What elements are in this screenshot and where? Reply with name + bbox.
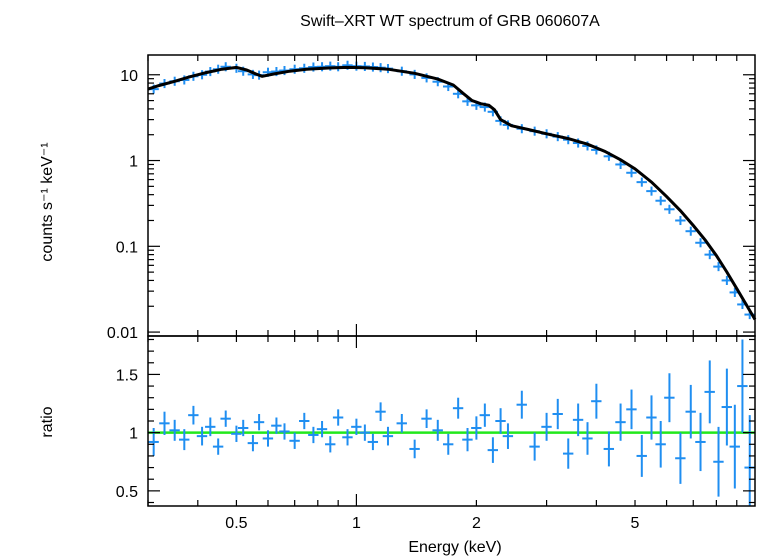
ratio-data-point [636,434,647,477]
x-tick-label: 0.5 [225,515,247,532]
ratio-data-point [220,410,231,427]
ratio-data-point [664,373,675,423]
ratio-data-point [462,427,473,452]
ratio-data-point [237,419,249,437]
ratio-data-point [572,403,584,437]
ratio-data-point [529,432,540,461]
ratio-data-point [695,412,706,472]
spectrum-data-point [626,168,637,178]
x-axis-label: Energy (keV) [408,539,501,556]
spectrum-data-point [685,226,696,236]
ratio-data-point [421,409,432,428]
ratio-data-point [351,418,362,435]
spectrum-panel: 10 1 0.1 0.01 [107,54,757,342]
ratio-data-point [299,412,310,430]
ratio-data-point [212,438,224,455]
ratio-data-point [626,389,637,430]
ratio-data-point [603,431,615,467]
ratio-data-point [729,404,740,489]
spectrum-data-point [695,238,706,248]
spectrum-y-tick-label: 0.01 [107,325,138,342]
ratio-data-point [342,429,353,446]
ratio-data-point [615,403,626,441]
ratio-data-point [541,412,552,441]
ratio-data-point [271,417,282,434]
ratio-data-point [562,438,574,469]
ratio-y-tick-label: 1 [129,426,138,443]
ratio-data-point [744,415,755,506]
ratio-data-point [231,425,242,442]
spectrum-data-point [675,215,686,226]
x-tick-label: 1 [352,515,361,532]
ratio-data-point [316,421,328,438]
model-curve [147,65,757,321]
ratio-data-point [452,397,464,419]
ratio-data-point [685,384,696,439]
ratio-data-point [495,408,506,434]
ratio-data-point [713,426,724,497]
ratio-data-point [159,411,170,435]
ratio-data-point [582,422,593,455]
spectrum-y-axis-label: counts s⁻¹ keV⁻¹ [39,142,56,261]
ratio-data-point [471,416,482,440]
spectrum-y-tick-label: 10 [120,68,138,85]
x-tick-label: 5 [631,515,640,532]
ratio-data-point [289,432,300,449]
ratio-panel: 0.5 1 2 5 0.5 1 1.5 [116,335,756,532]
ratio-data-point [646,395,657,440]
ratio-data-point [409,439,420,459]
ratio-data-point [332,409,344,426]
ratio-data-point [552,398,563,430]
ratio-data-point [262,430,274,447]
ratio-data-point [442,433,454,455]
spectrum-data-point [636,177,647,187]
spectrum-y-tick-label: 1 [129,154,138,171]
ratio-data-point [737,339,748,433]
ratio-data-point [502,423,514,449]
ratio-data-point [655,421,666,468]
ratio-data-point [308,426,319,444]
ratio-data-point [196,426,208,446]
ratio-data-point [432,419,443,441]
ratio-data-point [382,426,394,446]
spectrum-data-point [655,196,666,206]
ratio-y-axis-label: ratio [39,406,56,437]
ratio-data-point [359,424,370,441]
ratio-data-point [205,417,216,437]
ratio-data-point [375,402,386,421]
ratio-data-point [367,433,379,451]
ratio-data-point [487,437,499,463]
ratio-data-point [516,390,527,419]
ratio-plot-frame [147,335,756,507]
x-tick-label: 2 [472,515,481,532]
ratio-y-tick-label: 0.5 [116,484,138,501]
ratio-data-point [188,405,199,425]
ratio-data-point [479,403,490,427]
ratio-data-point [169,419,180,441]
ratio-data-point [591,383,602,419]
spectrum-y-tick-label: 0.1 [116,239,138,256]
ratio-data-point [396,414,407,433]
ratio-data-point [325,436,336,453]
chart-title: Swift–XRT WT spectrum of GRB 060607A [300,13,600,30]
ratio-data-point [704,360,715,424]
ratio-data-point [247,434,259,452]
ratio-data-point [675,432,686,484]
spectrum-data-point [646,186,657,196]
spectrum-data-point [704,250,715,260]
ratio-y-tick-label: 1.5 [116,367,138,384]
ratio-data-point [179,429,190,451]
ratio-data-point [279,423,290,440]
spectrum-data-point [664,204,675,214]
ratio-data-point [253,414,265,431]
ratio-data-point [721,368,732,446]
